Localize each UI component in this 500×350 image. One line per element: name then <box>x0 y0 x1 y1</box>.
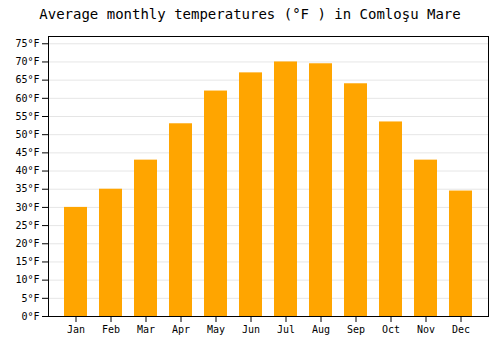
html-text:Average monthly temperatures (: Average monthly temperatures (°F ) in Co… <box>39 6 461 22</box>
svg-text:0°F: 0°F <box>21 311 39 322</box>
svg-text:Jul: Jul <box>277 324 295 335</box>
svg-text:60°F: 60°F <box>15 93 39 104</box>
svg-text:Feb: Feb <box>102 324 120 335</box>
svg-text:Dec: Dec <box>452 324 470 335</box>
svg-text:Jan: Jan <box>67 324 85 335</box>
svg-text:10°F: 10°F <box>15 274 39 285</box>
svg-text:Nov: Nov <box>417 324 435 335</box>
svg-text:5°F: 5°F <box>21 293 39 304</box>
svg-text:45°F: 45°F <box>15 147 39 158</box>
svg-text:35°F: 35°F <box>15 183 39 194</box>
svg-text:Sep: Sep <box>347 324 365 335</box>
svg-text:May: May <box>207 324 225 335</box>
svg-text:75°F: 75°F <box>15 38 39 49</box>
svg-text:15°F: 15°F <box>15 256 39 267</box>
svg-text:Apr: Apr <box>172 324 190 335</box>
svg-text:30°F: 30°F <box>15 202 39 213</box>
svg-text:40°F: 40°F <box>15 165 39 176</box>
svg-text:Oct: Oct <box>382 324 400 335</box>
svg-text:20°F: 20°F <box>15 238 39 249</box>
svg-text:Mar: Mar <box>137 324 155 335</box>
svg-text:50°F: 50°F <box>15 129 39 140</box>
svg-text:Jun: Jun <box>242 324 260 335</box>
svg-text:55°F: 55°F <box>15 111 39 122</box>
svg-text:Aug: Aug <box>312 324 330 335</box>
svg-text:25°F: 25°F <box>15 220 39 231</box>
svg-text:70°F: 70°F <box>15 56 39 67</box>
svg-text:65°F: 65°F <box>15 74 39 85</box>
